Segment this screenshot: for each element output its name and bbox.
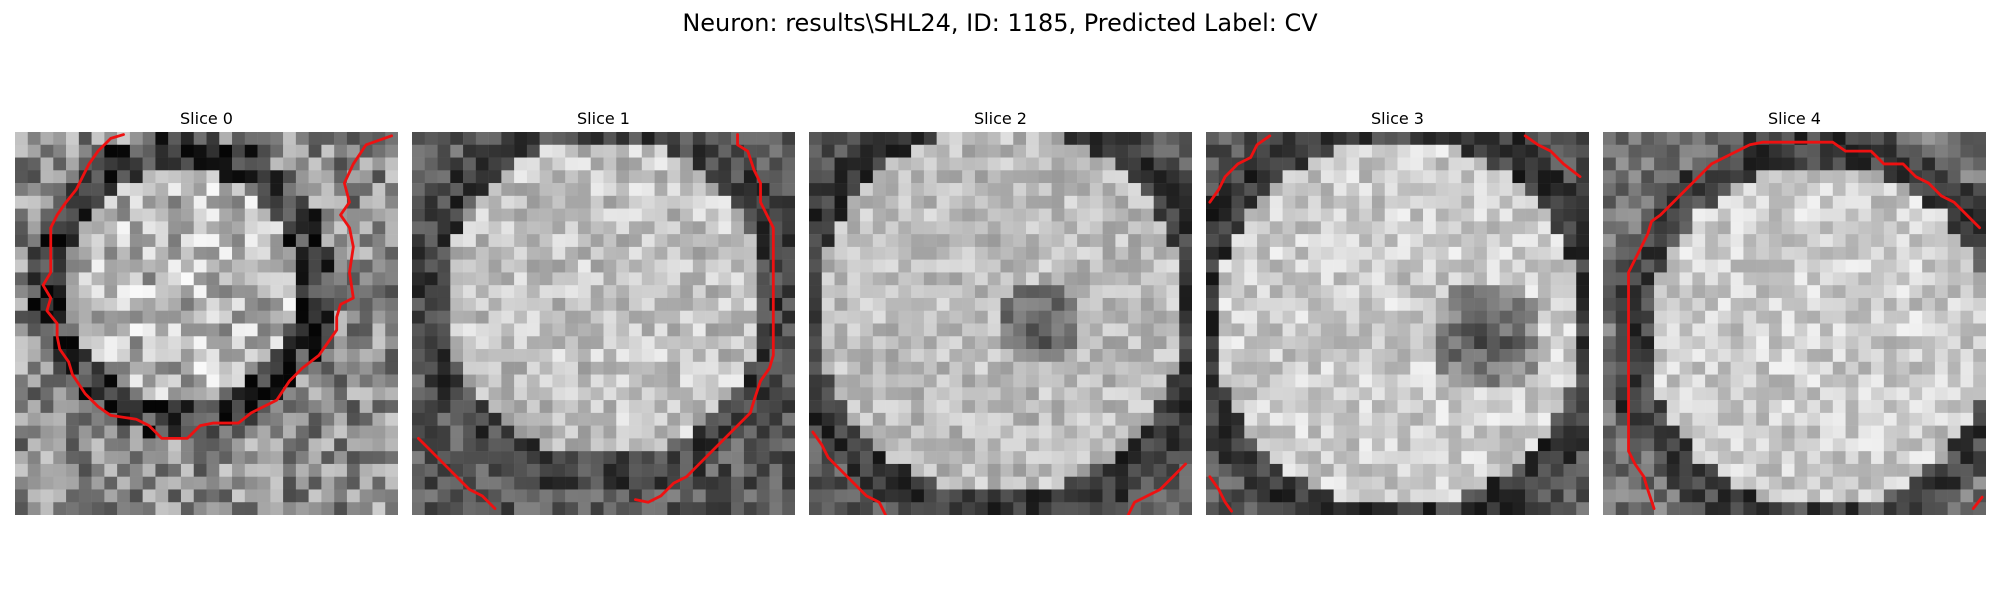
slice-image	[809, 132, 1192, 515]
slice-title: Slice 3	[1371, 109, 1424, 128]
slice-panel: Slice 0	[15, 108, 398, 515]
contour-line	[1208, 134, 1272, 204]
contour-line	[634, 133, 775, 504]
contour-line	[1523, 134, 1582, 179]
slice-title: Slice 2	[974, 109, 1027, 128]
slice-title: Slice 4	[1768, 109, 1821, 128]
slice-title: Slice 1	[577, 109, 630, 128]
contour-line	[41, 133, 394, 440]
slice-image	[1206, 132, 1589, 515]
contour-line	[1627, 140, 1982, 511]
slice-image	[1603, 132, 1986, 515]
slice-title: Slice 0	[180, 109, 233, 128]
slice-image	[15, 132, 398, 515]
figure-title: Neuron: results\SHL24, ID: 1185, Predict…	[682, 9, 1318, 37]
contour-line	[1126, 462, 1188, 515]
slice-panel: Slice 1	[412, 108, 795, 515]
contour-line	[1208, 475, 1233, 513]
slice-panel: Slice 4	[1603, 108, 1986, 515]
contour-line	[416, 436, 497, 511]
slice-panel: Slice 2	[809, 108, 1192, 515]
contour-line	[1971, 495, 1984, 511]
slice-image	[412, 132, 795, 515]
contour-line	[811, 430, 888, 515]
slice-panel: Slice 3	[1206, 108, 1589, 515]
